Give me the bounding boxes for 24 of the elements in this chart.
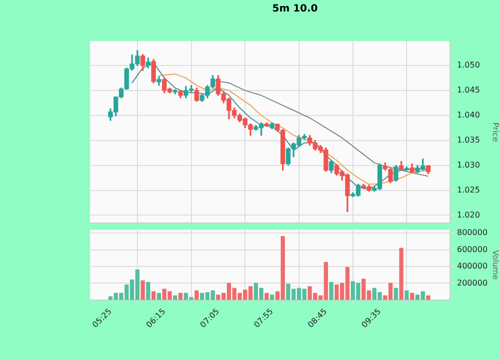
y-tick-label: 1.020 [457,210,480,220]
bar [146,282,150,300]
y-tick-label: 1.045 [457,85,480,94]
chart-title: 5m 10.0 [272,4,318,15]
bar [394,288,398,300]
y-tick-label: 600000 [457,244,488,254]
bar [399,248,404,300]
y-tick-label: 1.030 [457,160,480,170]
y-tick-label: 800000 [457,228,488,238]
y-axis-title: Price [491,122,500,142]
y-tick-label: 1.040 [457,110,480,120]
y-tick-label: 200000 [457,278,488,288]
y-tick-label: 1.035 [457,135,480,144]
y-tick-label: 400000 [457,262,488,271]
bar [329,282,334,300]
bar [151,291,156,300]
y-axis-title: Volume [491,250,500,280]
bar [270,294,274,300]
bar [426,295,430,300]
bar [140,280,145,300]
bar [194,290,199,300]
y-tick-label: 1.050 [457,60,480,70]
bar [404,290,409,300]
y-tick-label: 1.025 [457,185,480,194]
